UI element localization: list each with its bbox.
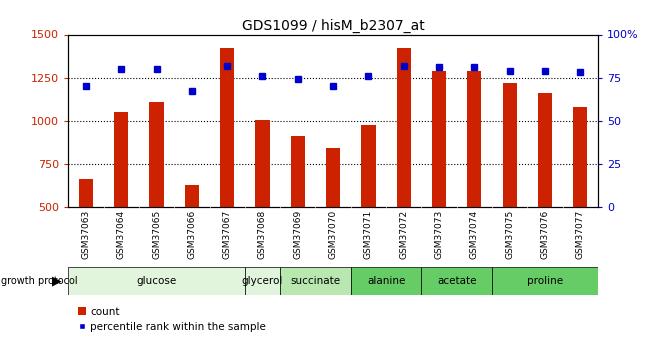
Bar [396,48,411,207]
Text: GSM37069: GSM37069 [293,210,302,259]
Bar [245,267,280,295]
Title: GDS1099 / hisM_b2307_at: GDS1099 / hisM_b2307_at [242,19,424,33]
Text: GSM37066: GSM37066 [187,210,196,259]
Text: GSM37070: GSM37070 [329,210,337,259]
Bar [573,107,588,207]
Text: GSM37067: GSM37067 [223,210,231,259]
Text: ▶: ▶ [52,275,62,288]
Text: glycerol: glycerol [242,276,283,286]
Bar [79,179,93,207]
Text: glucose: glucose [136,276,177,286]
Text: GSM37075: GSM37075 [505,210,514,259]
Bar [467,71,482,207]
Text: alanine: alanine [367,276,406,286]
Text: proline: proline [527,276,563,286]
Bar [68,267,245,295]
Bar [538,93,552,207]
Legend: count, percentile rank within the sample: count, percentile rank within the sample [73,303,270,336]
Text: GSM37063: GSM37063 [81,210,90,259]
Bar [421,267,492,295]
Text: GSM37074: GSM37074 [470,210,479,259]
Text: GSM37072: GSM37072 [399,210,408,259]
Bar [114,112,128,207]
Text: GSM37068: GSM37068 [258,210,267,259]
Bar [255,120,270,207]
Text: acetate: acetate [437,276,476,286]
Bar [502,83,517,207]
Text: GSM37065: GSM37065 [152,210,161,259]
Text: GSM37076: GSM37076 [541,210,549,259]
Bar [361,125,376,207]
Text: GSM37071: GSM37071 [364,210,373,259]
Bar [291,136,305,207]
Bar [280,267,351,295]
Text: growth protocol: growth protocol [1,276,78,286]
Text: GSM37064: GSM37064 [117,210,125,259]
Bar [220,48,234,207]
Bar [432,71,446,207]
Bar [492,267,598,295]
Bar [150,102,164,207]
Bar [185,185,199,207]
Text: GSM37073: GSM37073 [435,210,443,259]
Bar [351,267,421,295]
Text: GSM37077: GSM37077 [576,210,585,259]
Bar [326,148,340,207]
Text: succinate: succinate [291,276,341,286]
